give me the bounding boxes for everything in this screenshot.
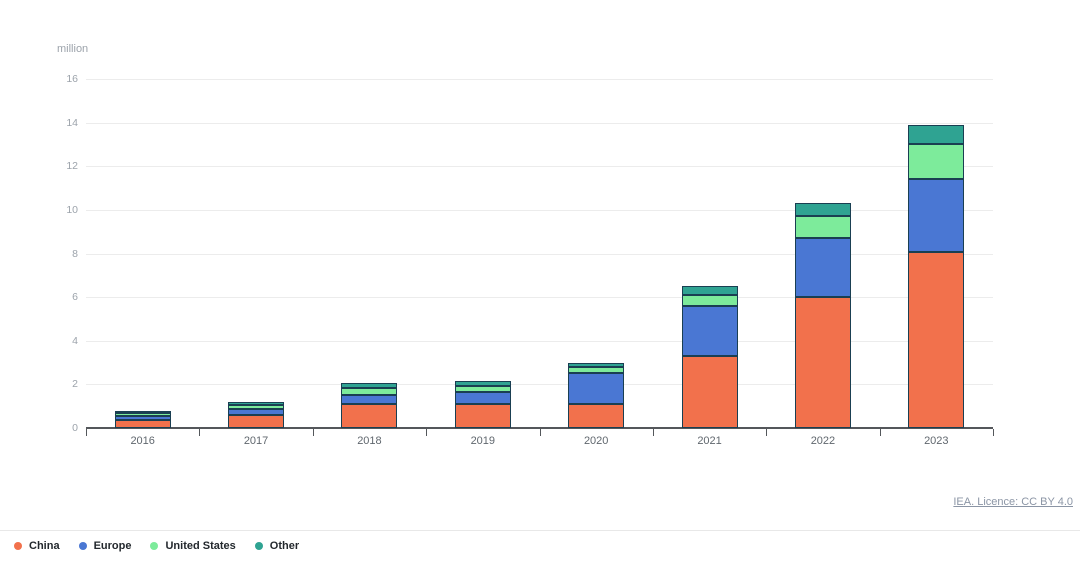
legend-dot-other — [254, 542, 263, 550]
x-axis-line — [86, 427, 993, 429]
legend-item-china[interactable]: China — [14, 540, 60, 552]
legend-dot-europe — [78, 542, 87, 550]
bar-segment-other-2021[interactable] — [681, 286, 738, 295]
y-tick-label-0: 0 — [72, 422, 78, 434]
bar-2018 — [341, 383, 398, 428]
legend-label: China — [29, 540, 60, 552]
bar-segment-europe-2017[interactable] — [228, 409, 285, 415]
bar-2020 — [568, 362, 625, 428]
bar-segment-united-states-2017[interactable] — [228, 405, 285, 410]
legend-dot-china — [14, 542, 22, 550]
bar-segment-united-states-2018[interactable] — [341, 387, 398, 396]
bar-segment-china-2018[interactable] — [341, 404, 398, 428]
bar-2019 — [454, 381, 511, 428]
bar-segment-other-2019[interactable] — [454, 381, 511, 386]
x-axis-label-2022: 2022 — [810, 435, 836, 447]
legend-item-other[interactable]: Other — [254, 540, 300, 552]
x-tick-mark — [312, 429, 314, 436]
bar-segment-united-states-2022[interactable] — [794, 216, 851, 239]
y-tick-label-10: 10 — [66, 203, 78, 216]
bar-segment-europe-2020[interactable] — [568, 373, 625, 405]
legend-label: Europe — [93, 540, 132, 552]
legend-label: Other — [269, 540, 300, 552]
gridline-y-14 — [86, 122, 993, 124]
bar-segment-europe-2016[interactable] — [114, 416, 171, 421]
bar-segment-other-2017[interactable] — [228, 401, 285, 406]
bar-segment-europe-2019[interactable] — [454, 392, 511, 405]
bar-segment-china-2016[interactable] — [114, 420, 171, 428]
y-axis-unit-label: million — [57, 43, 89, 55]
legend-dot-united-states — [150, 542, 159, 550]
y-tick-label-4: 4 — [72, 334, 78, 347]
gridline-y-6 — [86, 297, 993, 299]
bar-2022 — [794, 203, 851, 428]
y-tick-label-2: 2 — [72, 378, 78, 391]
gridline-y-16 — [86, 79, 993, 80]
x-tick-mark — [426, 429, 428, 436]
bar-segment-other-2016[interactable] — [114, 410, 171, 413]
y-tick-label-6: 6 — [72, 291, 78, 304]
bar-segment-other-2023[interactable] — [908, 124, 965, 145]
legend-item-united-states[interactable]: United States — [150, 540, 236, 552]
attribution-link[interactable]: IEA. Licence: CC BY 4.0 — [953, 496, 1073, 508]
bar-segment-other-2022[interactable] — [794, 203, 851, 217]
bar-segment-united-states-2020[interactable] — [568, 366, 625, 374]
bar-segment-china-2022[interactable] — [794, 297, 851, 428]
plot-area: 0 2 4 6 8 10 12 14 16 2016 2017 2018 2019 2020 2021 202… — [66, 73, 994, 447]
x-axis-label-2017: 2017 — [243, 435, 269, 447]
footer-divider — [0, 530, 1080, 531]
bar-segment-united-states-2019[interactable] — [454, 385, 511, 393]
bar-segment-europe-2023[interactable] — [908, 179, 965, 253]
x-tick-mark — [993, 429, 994, 436]
x-tick-mark — [539, 429, 541, 436]
legend-label: United States — [165, 540, 236, 552]
y-tick-label-16: 16 — [66, 73, 78, 85]
y-tick-label-14: 14 — [66, 116, 78, 129]
gridline-y-4 — [86, 340, 993, 342]
y-tick-label-8: 8 — [72, 247, 78, 260]
bar-2017 — [228, 401, 285, 428]
bar-segment-united-states-2016[interactable] — [114, 412, 171, 417]
x-tick-mark — [879, 429, 881, 436]
x-axis-label-2021: 2021 — [697, 435, 722, 447]
x-axis-label-2020: 2020 — [583, 435, 609, 447]
legend-item-europe[interactable]: Europe — [78, 540, 132, 552]
bar-segment-europe-2021[interactable] — [681, 305, 738, 357]
bar-segment-china-2021[interactable] — [681, 356, 738, 428]
x-tick-mark — [199, 429, 201, 436]
bar-segment-united-states-2023[interactable] — [908, 144, 965, 180]
bar-segment-china-2019[interactable] — [454, 404, 511, 428]
x-tick-mark — [652, 429, 654, 436]
x-axis-label-2016: 2016 — [130, 435, 155, 447]
bar-2023 — [908, 124, 965, 428]
bar-segment-united-states-2021[interactable] — [681, 294, 738, 306]
x-axis-label-2019: 2019 — [470, 435, 496, 447]
x-axis-label-2018: 2018 — [357, 435, 382, 447]
bar-segment-china-2023[interactable] — [908, 252, 965, 428]
bar-segment-china-2017[interactable] — [228, 414, 285, 428]
x-tick-mark — [766, 429, 768, 436]
x-axis-label-2023: 2023 — [924, 435, 949, 447]
y-tick-label-12: 12 — [66, 160, 78, 173]
gridline-y-10 — [86, 209, 993, 211]
bar-segment-europe-2018[interactable] — [341, 395, 398, 405]
gridline-y-8 — [86, 253, 993, 255]
gridline-y-12 — [86, 166, 993, 168]
bar-segment-other-2020[interactable] — [568, 362, 625, 367]
bar-segment-china-2020[interactable] — [568, 404, 625, 428]
x-tick-mark — [86, 429, 87, 436]
gridline-y-2 — [86, 384, 993, 386]
bar-2021 — [681, 286, 738, 428]
legend: China Europe United States Other — [14, 540, 299, 552]
bar-segment-europe-2022[interactable] — [794, 238, 851, 298]
bar-segment-other-2018[interactable] — [341, 383, 398, 388]
bar-2016 — [114, 410, 171, 428]
